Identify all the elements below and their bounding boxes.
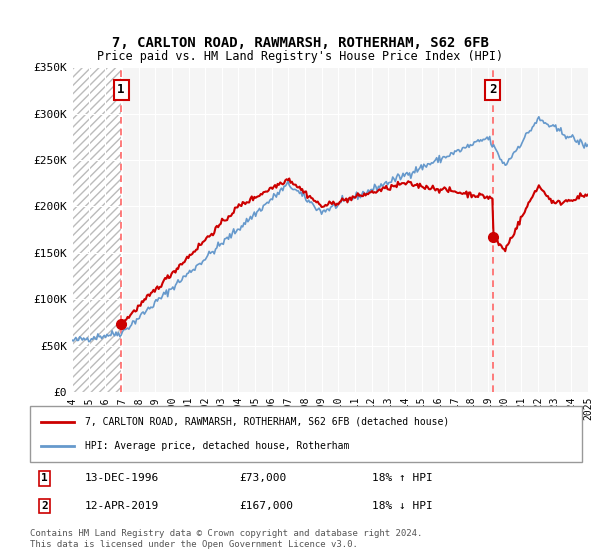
Text: £73,000: £73,000 (240, 473, 287, 483)
Text: 7, CARLTON ROAD, RAWMARSH, ROTHERHAM, S62 6FB (detached house): 7, CARLTON ROAD, RAWMARSH, ROTHERHAM, S6… (85, 417, 449, 427)
Text: HPI: Average price, detached house, Rotherham: HPI: Average price, detached house, Roth… (85, 441, 350, 451)
Text: 18% ↓ HPI: 18% ↓ HPI (372, 501, 433, 511)
Text: 2: 2 (41, 501, 48, 511)
Text: 1: 1 (41, 473, 48, 483)
FancyBboxPatch shape (30, 406, 582, 462)
Bar (72, 67, 121, 392)
Text: 2: 2 (489, 83, 497, 96)
Text: 1: 1 (118, 83, 125, 96)
Text: Contains HM Land Registry data © Crown copyright and database right 2024.
This d: Contains HM Land Registry data © Crown c… (30, 529, 422, 549)
Text: 13-DEC-1996: 13-DEC-1996 (85, 473, 160, 483)
Text: 7, CARLTON ROAD, RAWMARSH, ROTHERHAM, S62 6FB: 7, CARLTON ROAD, RAWMARSH, ROTHERHAM, S6… (112, 36, 488, 50)
Text: 18% ↑ HPI: 18% ↑ HPI (372, 473, 433, 483)
Text: £167,000: £167,000 (240, 501, 294, 511)
Bar (72, 67, 121, 392)
Text: Price paid vs. HM Land Registry's House Price Index (HPI): Price paid vs. HM Land Registry's House … (97, 50, 503, 63)
Text: 12-APR-2019: 12-APR-2019 (85, 501, 160, 511)
